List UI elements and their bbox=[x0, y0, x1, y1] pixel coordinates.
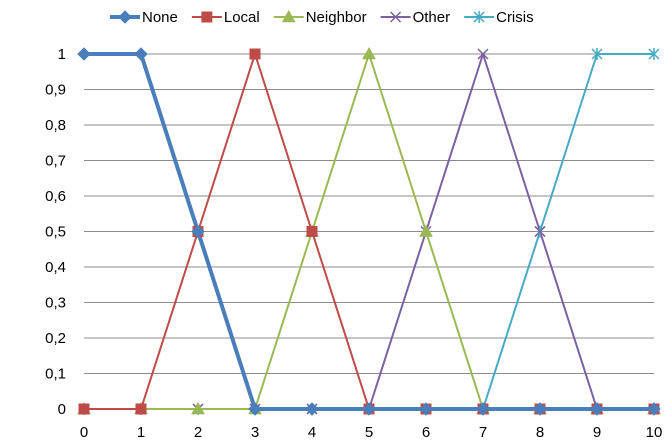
x-tick-label: 0 bbox=[80, 424, 88, 441]
legend-label: Crisis bbox=[496, 9, 534, 26]
y-tick-label: 0,8 bbox=[45, 117, 66, 134]
x-tick-label: 9 bbox=[593, 424, 601, 441]
x-tick-label: 8 bbox=[536, 424, 544, 441]
y-tick-label: 0 bbox=[58, 401, 66, 418]
diamond-marker-none bbox=[647, 402, 661, 416]
diamond-marker-none bbox=[533, 402, 547, 416]
y-tick-label: 1 bbox=[58, 46, 66, 63]
y-tick-label: 0,7 bbox=[45, 153, 66, 170]
y-tick-label: 0,1 bbox=[45, 366, 66, 383]
y-tick-label: 0,4 bbox=[45, 259, 66, 276]
square-marker-local bbox=[135, 403, 147, 415]
star-marker-legend bbox=[473, 11, 485, 23]
legend-label: Other bbox=[413, 9, 451, 26]
x-tick-label: 6 bbox=[422, 424, 430, 441]
diamond-marker-none bbox=[305, 402, 319, 416]
grid-layer bbox=[84, 53, 654, 374]
diamond-marker-none bbox=[77, 47, 91, 61]
legend-item-other: Other bbox=[380, 9, 451, 26]
x-tick-label: 4 bbox=[308, 424, 316, 441]
diamond-marker-none bbox=[362, 402, 376, 416]
diamond-marker-legend bbox=[118, 10, 132, 24]
square-marker-local bbox=[249, 48, 261, 60]
marker-layer bbox=[77, 46, 661, 416]
star-marker-crisis bbox=[591, 48, 603, 60]
y-tick-label: 0,6 bbox=[45, 188, 66, 205]
x-marker-other bbox=[477, 48, 489, 60]
diamond-marker-none bbox=[419, 402, 433, 416]
x-marker-other bbox=[534, 225, 546, 238]
diamond-marker-none bbox=[191, 224, 205, 239]
diamond-marker-none bbox=[476, 402, 490, 416]
legend-item-crisis: Crisis bbox=[464, 9, 534, 26]
x-marker-legend bbox=[390, 11, 402, 23]
y-tick-label: 0,3 bbox=[45, 295, 66, 312]
triangle-marker-neighbor bbox=[191, 401, 205, 415]
legend-item-neighbor: Neighbor bbox=[273, 9, 367, 26]
x-tick-label: 10 bbox=[646, 424, 663, 441]
x-tick-label: 1 bbox=[137, 424, 145, 441]
x-tick-label: 5 bbox=[365, 424, 373, 441]
square-marker-legend bbox=[201, 11, 213, 23]
triangle-marker-neighbor bbox=[362, 46, 376, 60]
axis-layer: 00,10,20,30,40,50,60,70,80,910 1 2 3 4 5 6 7 8 9 1… bbox=[45, 46, 662, 441]
diamond-marker-none bbox=[134, 47, 148, 61]
diamond-marker-none bbox=[248, 402, 262, 416]
legend-label: Local bbox=[224, 9, 260, 26]
legend-item-local: Local bbox=[191, 9, 260, 26]
square-marker-local bbox=[306, 226, 318, 237]
triangle-marker-legend bbox=[281, 9, 296, 23]
legend-label: None bbox=[142, 9, 178, 26]
legend-item-none: None bbox=[110, 9, 178, 26]
y-tick-label: 0,5 bbox=[45, 224, 66, 241]
x-tick-label: 7 bbox=[479, 424, 487, 441]
y-tick-label: 0,2 bbox=[45, 330, 66, 347]
legend: None Local Neighbor Other Crisis bbox=[110, 9, 534, 26]
x-tick-label: 3 bbox=[251, 424, 259, 441]
legend-label: Neighbor bbox=[306, 9, 367, 26]
square-marker-local bbox=[78, 403, 90, 415]
diamond-marker-none bbox=[590, 402, 604, 416]
triangle-marker-neighbor bbox=[419, 224, 433, 237]
y-tick-label: 0,9 bbox=[45, 82, 66, 99]
x-tick-label: 2 bbox=[194, 424, 202, 441]
star-marker-crisis bbox=[648, 48, 660, 60]
